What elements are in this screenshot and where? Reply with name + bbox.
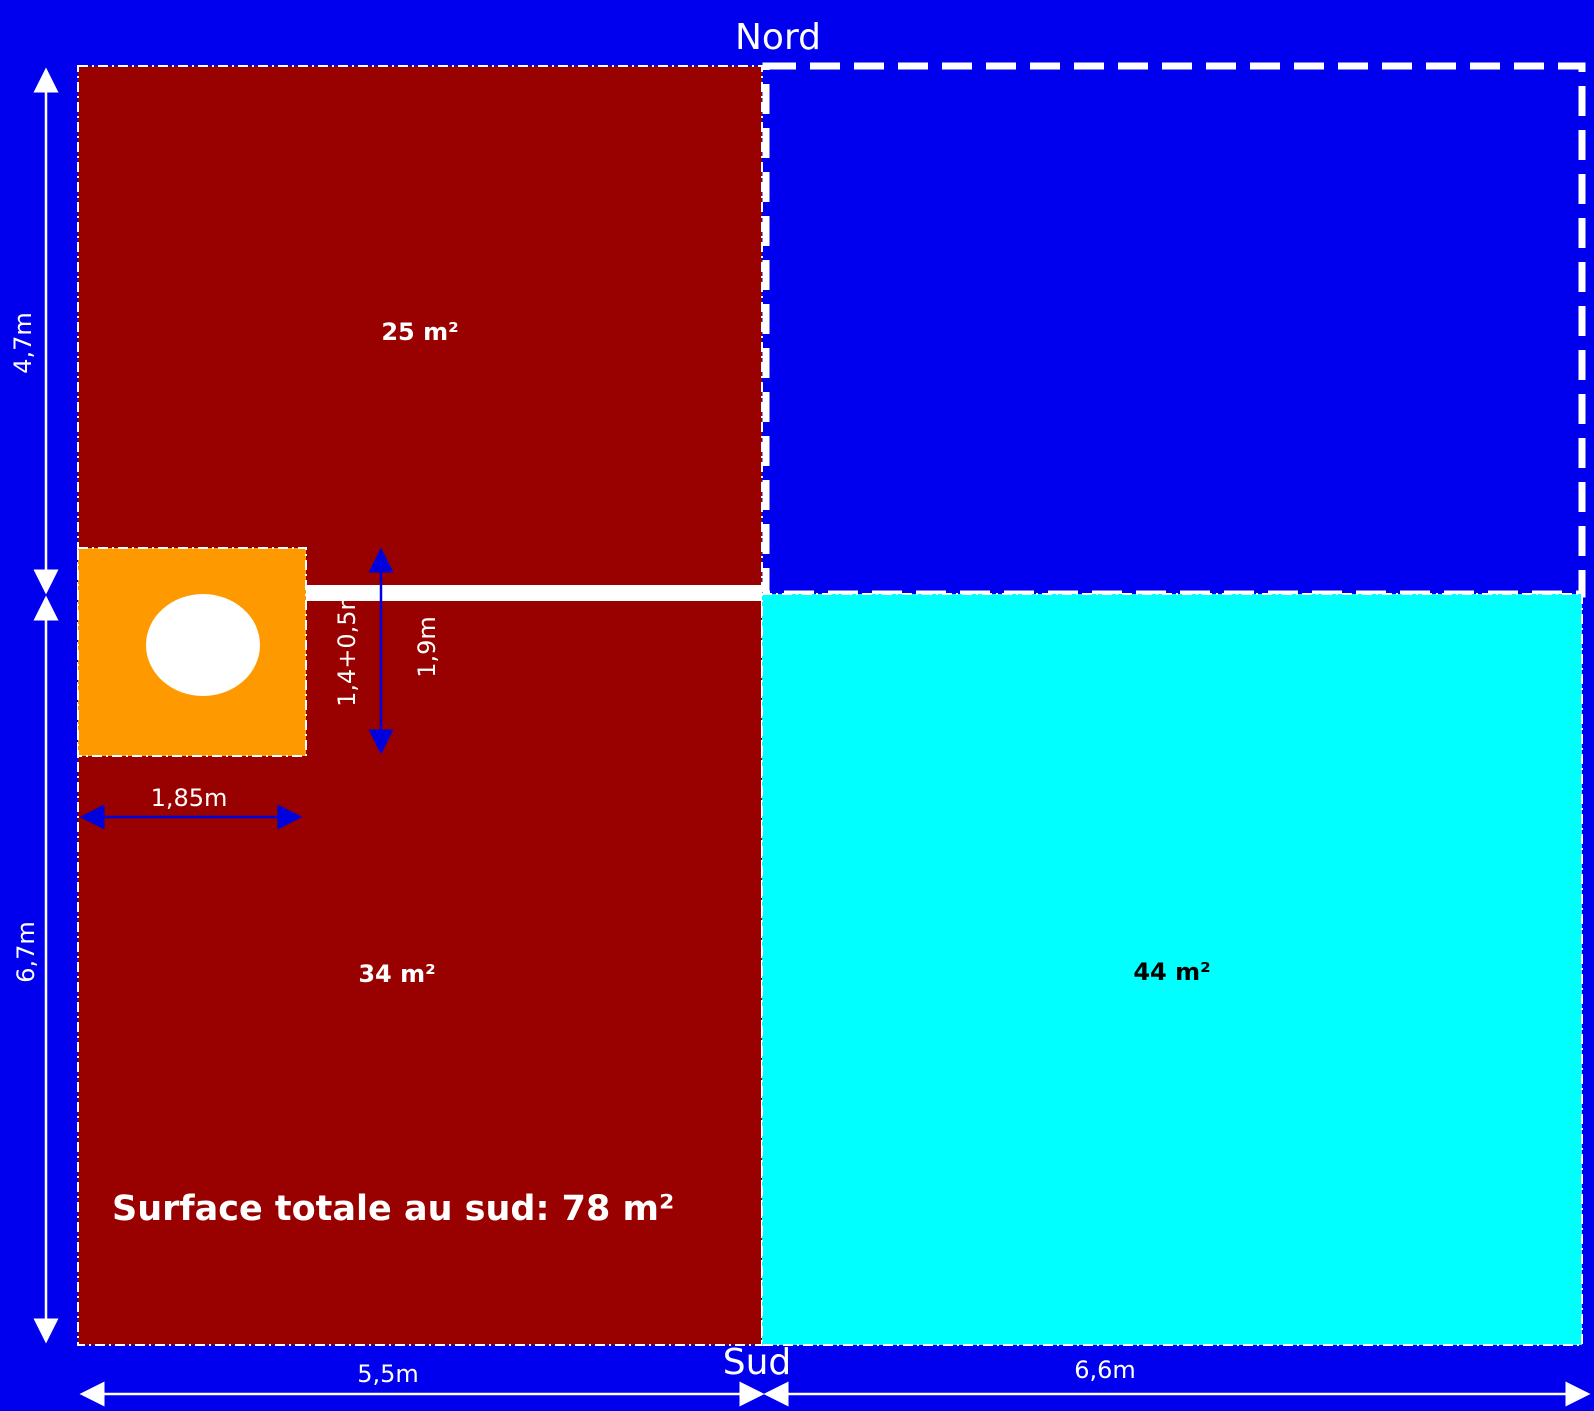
feature-height-label: 1,4+0,5m	[333, 587, 361, 707]
area-south-west: 34 m²	[358, 960, 435, 988]
width-east-label: 6,6m	[1074, 1356, 1136, 1384]
height-north-label: 4,7m	[9, 312, 37, 374]
height-south-label: 6,7m	[12, 921, 40, 983]
total-surface: Surface totale au sud: 78 m²	[112, 1189, 674, 1229]
zone-north-east-outline	[762, 62, 1586, 598]
feature-height-total-label: 1,9m	[413, 616, 441, 678]
area-north-west: 25 m²	[381, 318, 458, 346]
width-west-label: 5,5m	[357, 1360, 419, 1388]
south-label: Sud	[723, 1342, 792, 1383]
north-label: Nord	[735, 17, 821, 58]
zone-south-east	[761, 593, 1583, 1346]
feature-width-label: 1,85m	[151, 784, 228, 812]
divider-bar	[306, 585, 762, 601]
feature-circle	[146, 594, 260, 696]
area-south-east: 44 m²	[1133, 958, 1210, 986]
